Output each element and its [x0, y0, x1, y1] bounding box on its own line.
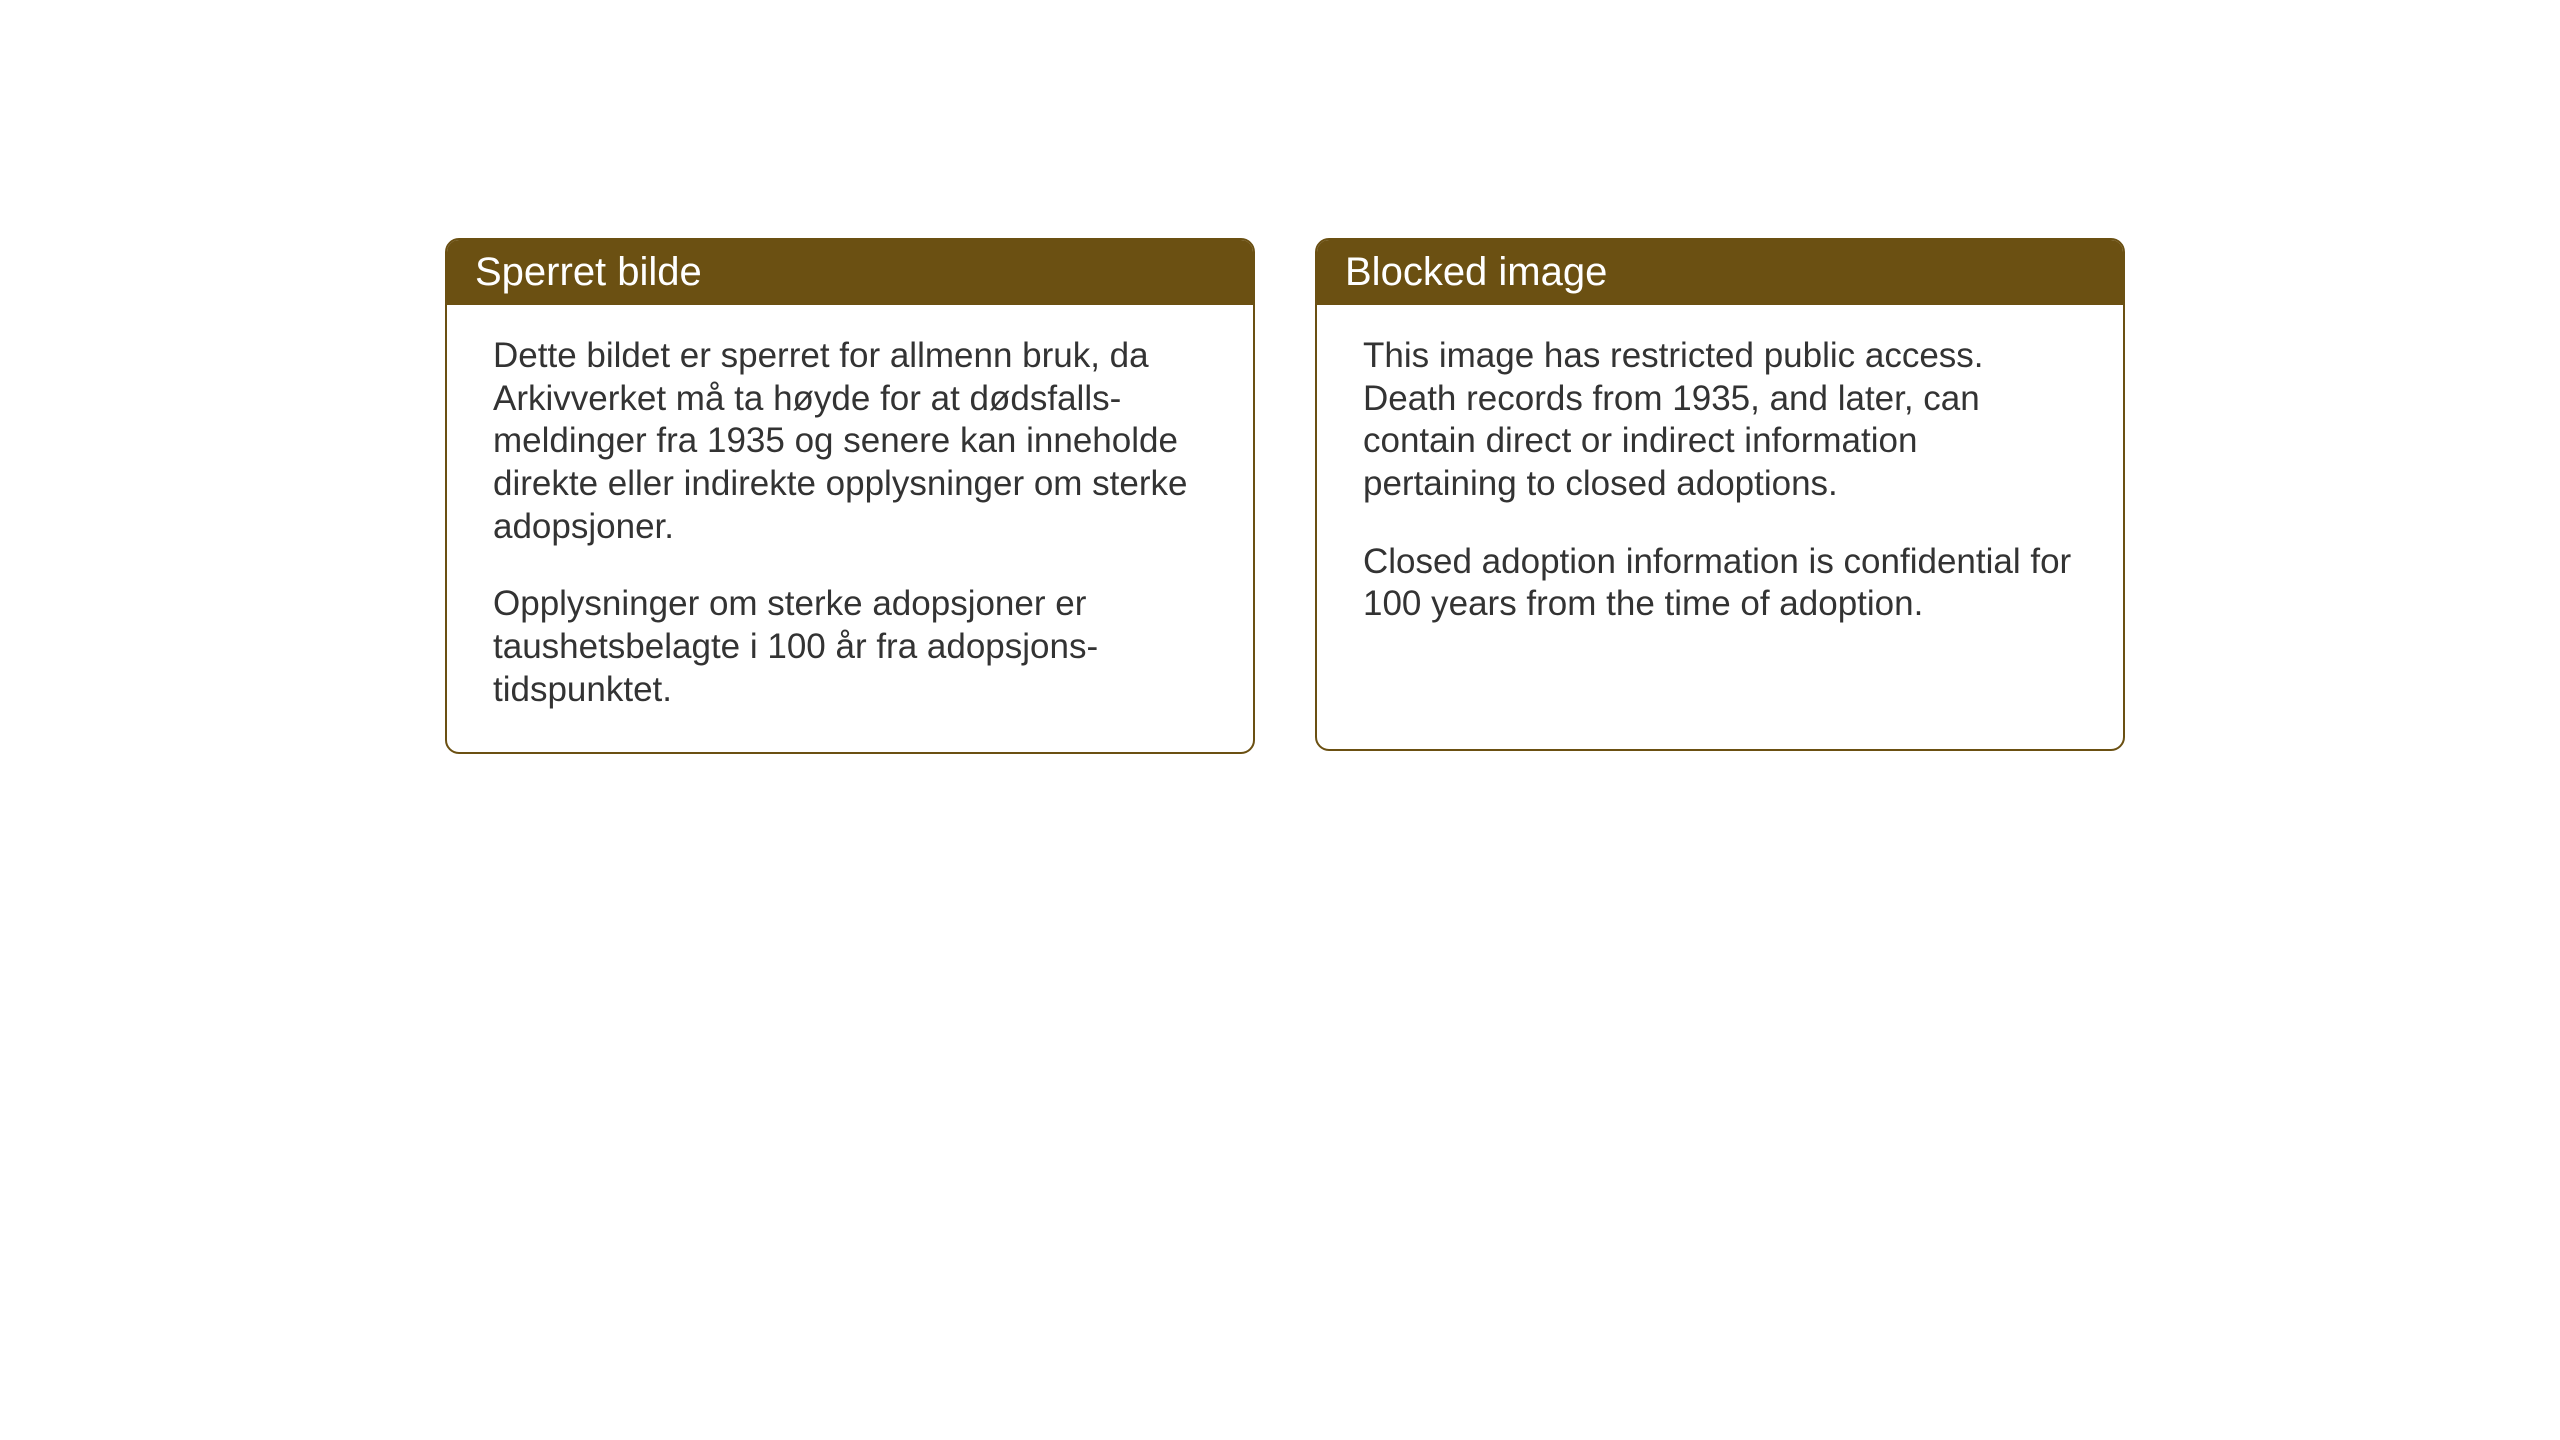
- card-body-english: This image has restricted public access.…: [1317, 305, 2123, 666]
- card-paragraph-1-english: This image has restricted public access.…: [1363, 335, 2077, 506]
- card-header-norwegian: Sperret bilde: [447, 240, 1253, 305]
- card-norwegian: Sperret bilde Dette bildet er sperret fo…: [445, 238, 1255, 754]
- card-title-norwegian: Sperret bilde: [475, 250, 702, 294]
- card-paragraph-2-english: Closed adoption information is confident…: [1363, 541, 2077, 626]
- card-header-english: Blocked image: [1317, 240, 2123, 305]
- card-paragraph-2-norwegian: Opplysninger om sterke adopsjoner er tau…: [493, 583, 1207, 711]
- card-body-norwegian: Dette bildet er sperret for allmenn bruk…: [447, 305, 1253, 752]
- cards-container: Sperret bilde Dette bildet er sperret fo…: [445, 238, 2125, 754]
- card-title-english: Blocked image: [1345, 250, 1607, 294]
- card-paragraph-1-norwegian: Dette bildet er sperret for allmenn bruk…: [493, 335, 1207, 548]
- card-english: Blocked image This image has restricted …: [1315, 238, 2125, 751]
